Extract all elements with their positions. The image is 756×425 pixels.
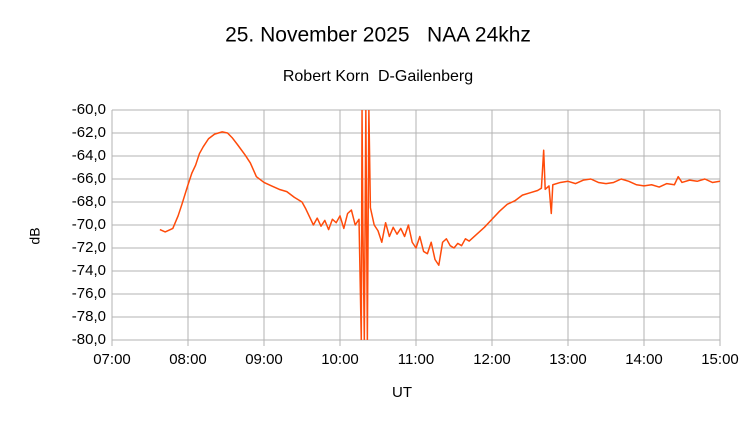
x-tick-label: 15:00 [701,351,739,368]
y-tick-label: -70,0 [72,216,106,233]
chart-title: 25. November 2025 NAA 24khz [225,24,531,47]
y-tick-label: -62,0 [72,124,106,141]
y-tick-label: -80,0 [72,331,106,348]
y-tick-label: -74,0 [72,262,106,279]
x-tick-label: 12:00 [473,351,511,368]
x-axis-label: UT [392,384,412,401]
x-tick-label: 09:00 [245,351,283,368]
chart-subtitle: Robert Korn D-Gailenberg [283,68,473,85]
y-tick-label: -64,0 [72,147,106,164]
y-axis-label: dB [27,227,43,244]
y-tick-label: -72,0 [72,239,106,256]
data-line [159,110,720,340]
y-tick-label: -60,0 [72,101,106,118]
x-tick-label: 11:00 [398,351,434,368]
y-tick-label: -68,0 [72,193,106,210]
x-tick-label: 14:00 [625,351,663,368]
x-tick-label: 13:00 [549,351,587,368]
x-tick-label: 08:00 [169,351,207,368]
y-tick-label: -66,0 [72,170,106,187]
y-tick-label: -76,0 [72,285,106,302]
x-tick-label: 10:00 [321,351,359,368]
x-tick-label: 07:00 [93,351,131,368]
y-tick-label: -78,0 [72,308,106,325]
